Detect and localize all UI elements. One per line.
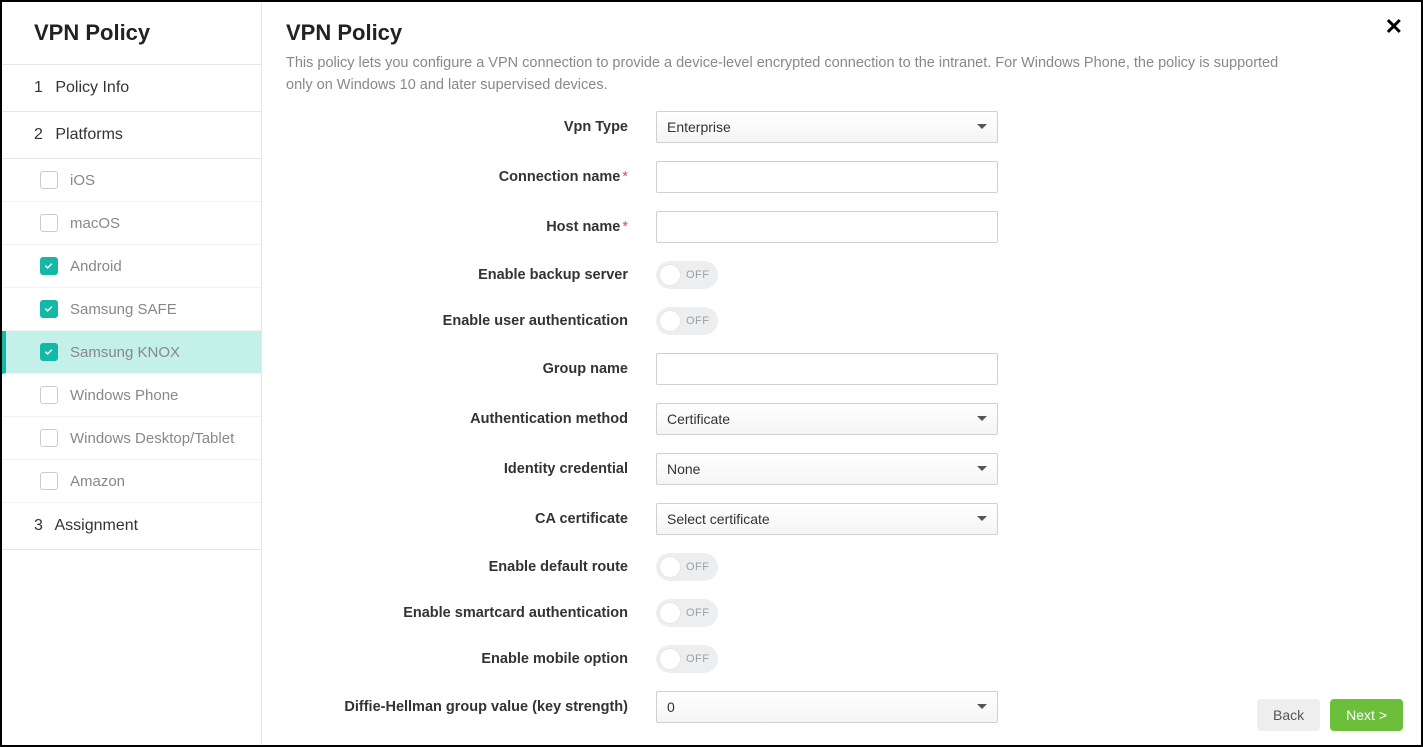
select-value: Enterprise (667, 119, 731, 135)
label-identity-credential: Identity credential (286, 461, 656, 477)
label-enable-user-auth: Enable user authentication (286, 313, 656, 329)
step-number: 3 (34, 517, 43, 534)
chevron-down-icon (977, 124, 987, 129)
platform-label: Windows Phone (70, 387, 178, 404)
input-connection-name[interactable] (656, 161, 998, 193)
close-icon[interactable]: ✕ (1385, 16, 1403, 38)
toggle-label: OFF (686, 607, 710, 619)
platform-item[interactable]: Windows Desktop/Tablet (2, 417, 261, 460)
footer-buttons: Back Next > (1257, 699, 1403, 731)
toggle-enable-mobile[interactable]: OFF (656, 645, 718, 673)
toggle-enable-default-route[interactable]: OFF (656, 553, 718, 581)
select-value: 0 (667, 699, 675, 715)
next-button[interactable]: Next > (1330, 699, 1403, 731)
chevron-down-icon (977, 416, 987, 421)
step-number: 2 (34, 126, 43, 143)
select-value: Select certificate (667, 511, 770, 527)
platform-label: Amazon (70, 473, 125, 490)
toggle-enable-smartcard[interactable]: OFF (656, 599, 718, 627)
toggle-knob (659, 602, 681, 624)
step-label: Policy Info (55, 79, 129, 96)
main-panel: ✕ VPN Policy This policy lets you config… (262, 2, 1421, 745)
step-label: Assignment (54, 517, 138, 534)
toggle-label: OFF (686, 269, 710, 281)
label-group-name: Group name (286, 361, 656, 377)
page-description: This policy lets you configure a VPN con… (286, 52, 1306, 97)
toggle-knob (659, 648, 681, 670)
label-host-name: Host name* (286, 219, 656, 235)
label-enable-smartcard: Enable smartcard authentication (286, 605, 656, 621)
platform-item[interactable]: Samsung SAFE (2, 288, 261, 331)
platform-item[interactable]: Amazon (2, 460, 261, 503)
platform-label: Samsung SAFE (70, 301, 177, 318)
toggle-knob (659, 556, 681, 578)
checkbox-icon[interactable] (40, 257, 58, 275)
chevron-down-icon (977, 466, 987, 471)
checkbox-icon[interactable] (40, 429, 58, 447)
platform-item[interactable]: Android (2, 245, 261, 288)
label-enable-mobile: Enable mobile option (286, 651, 656, 667)
checkbox-icon[interactable] (40, 472, 58, 490)
checkbox-icon[interactable] (40, 343, 58, 361)
checkbox-icon[interactable] (40, 171, 58, 189)
select-ca-certificate[interactable]: Select certificate (656, 503, 998, 535)
select-value: None (667, 461, 700, 477)
checkbox-icon[interactable] (40, 386, 58, 404)
step-assignment[interactable]: 3 Assignment (2, 503, 261, 550)
toggle-label: OFF (686, 561, 710, 573)
chevron-down-icon (977, 704, 987, 709)
platform-item[interactable]: macOS (2, 202, 261, 245)
platform-item[interactable]: iOS (2, 159, 261, 202)
toggle-label: OFF (686, 653, 710, 665)
back-button[interactable]: Back (1257, 699, 1320, 731)
sidebar: VPN Policy 1 Policy Info 2 Platforms iOS… (2, 2, 262, 745)
platform-item[interactable]: Windows Phone (2, 374, 261, 417)
select-value: Certificate (667, 411, 730, 427)
platform-item[interactable]: Samsung KNOX (2, 331, 261, 374)
label-vpn-type: Vpn Type (286, 119, 656, 135)
platform-label: macOS (70, 215, 120, 232)
sidebar-title: VPN Policy (2, 2, 261, 65)
step-number: 1 (34, 79, 43, 96)
select-identity-credential[interactable]: None (656, 453, 998, 485)
checkbox-icon[interactable] (40, 214, 58, 232)
select-dh-group[interactable]: 0 (656, 691, 998, 723)
toggle-enable-backup[interactable]: OFF (656, 261, 718, 289)
label-ca-certificate: CA certificate (286, 511, 656, 527)
platform-label: Android (70, 258, 122, 275)
platform-list: iOS macOS Android Samsung SAFE Samsung KNOX W… (2, 159, 261, 503)
label-auth-method: Authentication method (286, 411, 656, 427)
label-enable-default-route: Enable default route (286, 559, 656, 575)
checkbox-icon[interactable] (40, 300, 58, 318)
label-dh-group: Diffie-Hellman group value (key strength… (286, 699, 656, 715)
platform-label: iOS (70, 172, 95, 189)
label-connection-name: Connection name* (286, 169, 656, 185)
toggle-knob (659, 310, 681, 332)
step-platforms[interactable]: 2 Platforms (2, 112, 261, 159)
page-title: VPN Policy (286, 20, 1397, 46)
input-host-name[interactable] (656, 211, 998, 243)
toggle-knob (659, 264, 681, 286)
select-auth-method[interactable]: Certificate (656, 403, 998, 435)
platform-label: Samsung KNOX (70, 344, 180, 361)
step-policy-info[interactable]: 1 Policy Info (2, 65, 261, 112)
label-enable-backup: Enable backup server (286, 267, 656, 283)
select-vpn-type[interactable]: Enterprise (656, 111, 998, 143)
platform-label: Windows Desktop/Tablet (70, 430, 234, 447)
input-group-name[interactable] (656, 353, 998, 385)
step-label: Platforms (55, 126, 123, 143)
form-area: Vpn Type Enterprise Connection name* (262, 107, 1421, 745)
toggle-enable-user-auth[interactable]: OFF (656, 307, 718, 335)
chevron-down-icon (977, 516, 987, 521)
main-header: VPN Policy This policy lets you configur… (262, 2, 1421, 107)
toggle-label: OFF (686, 315, 710, 327)
